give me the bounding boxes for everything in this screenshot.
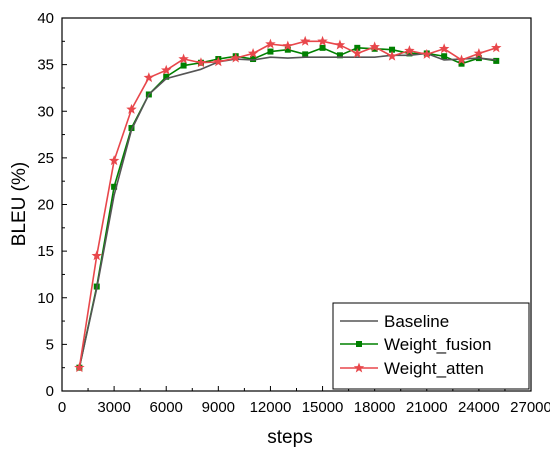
data-point-weight-fusion bbox=[458, 60, 465, 67]
data-point-weight-fusion bbox=[284, 46, 291, 53]
x-tick-label: 18000 bbox=[354, 399, 396, 416]
y-tick-label: 20 bbox=[37, 197, 54, 214]
legend-label-baseline: Baseline bbox=[384, 312, 449, 331]
data-point-weight-atten bbox=[282, 40, 294, 51]
x-tick-label: 12000 bbox=[250, 399, 292, 416]
y-tick-label: 0 bbox=[46, 383, 54, 400]
data-point-weight-atten bbox=[230, 52, 241, 63]
data-point-weight-atten bbox=[195, 57, 207, 68]
data-point-weight-fusion bbox=[406, 50, 413, 57]
data-point-weight-fusion bbox=[319, 44, 326, 51]
x-tick-label: 6000 bbox=[150, 399, 183, 416]
data-point-weight-fusion bbox=[302, 51, 309, 58]
data-point-weight-fusion bbox=[354, 44, 361, 51]
data-point-weight-fusion bbox=[180, 62, 187, 69]
x-tick-label: 21000 bbox=[406, 399, 448, 416]
data-point-weight-fusion bbox=[389, 46, 396, 53]
data-point-weight-atten bbox=[160, 64, 172, 75]
y-tick-label: 10 bbox=[37, 290, 54, 307]
x-tick-label: 24000 bbox=[458, 399, 500, 416]
data-point-weight-atten bbox=[456, 54, 467, 65]
data-point-weight-fusion bbox=[267, 48, 274, 55]
data-point-weight-atten bbox=[74, 362, 85, 373]
data-point-weight-atten bbox=[421, 48, 433, 59]
data-point-weight-fusion bbox=[128, 125, 135, 132]
y-tick-label: 40 bbox=[37, 10, 54, 27]
data-point-weight-fusion bbox=[163, 73, 170, 80]
data-point-weight-atten bbox=[299, 35, 311, 46]
data-point-weight-fusion bbox=[250, 56, 257, 63]
data-point-weight-atten bbox=[317, 35, 328, 46]
data-point-weight-atten bbox=[143, 72, 155, 83]
data-point-weight-atten bbox=[369, 41, 380, 52]
data-point-weight-atten bbox=[491, 42, 502, 53]
data-point-weight-atten bbox=[126, 103, 137, 114]
data-point-weight-atten bbox=[473, 47, 485, 58]
data-point-weight-fusion bbox=[493, 57, 500, 64]
data-point-weight-atten bbox=[108, 155, 120, 166]
data-point-weight-atten bbox=[213, 56, 224, 67]
data-point-weight-atten bbox=[404, 45, 415, 56]
data-point-weight-atten bbox=[91, 250, 102, 261]
x-tick-label: 15000 bbox=[302, 399, 344, 416]
legend-label-weight-fusion: Weight_fusion bbox=[384, 335, 491, 354]
y-tick-label: 30 bbox=[37, 103, 54, 120]
data-point-weight-atten bbox=[334, 39, 346, 50]
legend-label-weight-atten: Weight_atten bbox=[384, 359, 484, 378]
data-point-weight-atten bbox=[386, 50, 398, 61]
legend-marker-weight-atten bbox=[353, 362, 365, 373]
x-tick-label: 0 bbox=[58, 399, 66, 416]
x-tick-label: 27000 bbox=[510, 399, 550, 416]
y-tick-label: 15 bbox=[37, 243, 54, 260]
y-tick-label: 5 bbox=[46, 336, 54, 353]
data-point-weight-fusion bbox=[336, 52, 343, 59]
data-point-weight-atten bbox=[265, 38, 276, 49]
data-point-weight-atten bbox=[178, 53, 189, 64]
y-tick-label: 35 bbox=[37, 57, 54, 74]
y-tick-label: 25 bbox=[37, 150, 54, 167]
y-axis-title: BLEU (%) bbox=[9, 162, 30, 246]
x-tick-label: 9000 bbox=[202, 399, 235, 416]
data-point-weight-atten bbox=[352, 47, 363, 58]
data-point-weight-fusion bbox=[111, 183, 118, 190]
legend-box bbox=[332, 302, 530, 390]
legend-marker-weight-fusion bbox=[356, 341, 362, 347]
x-tick-label: 3000 bbox=[97, 399, 130, 416]
data-point-weight-atten bbox=[438, 43, 450, 54]
data-point-weight-atten bbox=[247, 47, 259, 58]
legend: Baseline Weight_fusion Weight_atten bbox=[332, 302, 530, 390]
data-point-weight-fusion bbox=[441, 53, 448, 60]
x-axis-title: steps bbox=[267, 427, 312, 448]
